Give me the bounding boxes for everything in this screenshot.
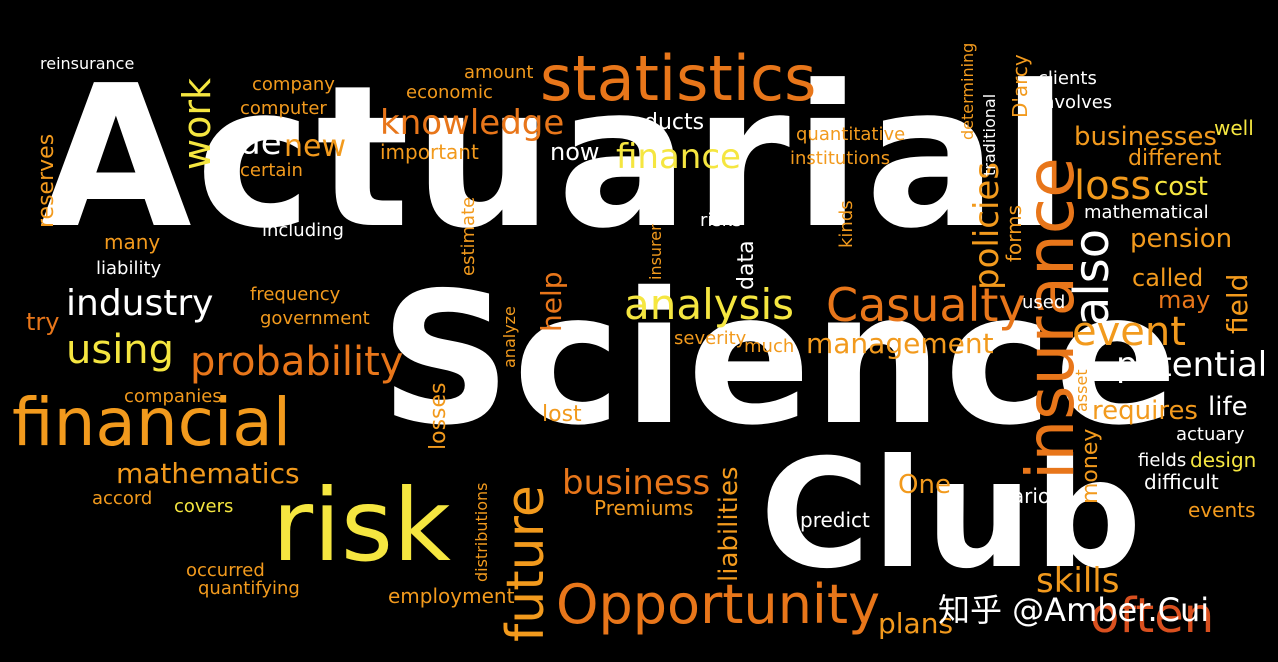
word-company: company: [252, 74, 335, 95]
word-reserves: reserves: [34, 133, 59, 228]
word-premiums: Premiums: [594, 496, 694, 520]
word-knowledge: knowledge: [380, 103, 565, 143]
word-products: products: [608, 110, 705, 135]
word-money: money: [1078, 428, 1103, 504]
watermark-text: 知乎 @Amber.Cui: [938, 591, 1210, 629]
title-actuarial: Actuarial: [40, 44, 1073, 272]
word-government: government: [260, 308, 370, 329]
word-darcy: D'arcy: [1008, 54, 1032, 118]
word-management: management: [806, 327, 994, 360]
word-employment: employment: [388, 584, 515, 608]
word-well: well: [1214, 116, 1254, 140]
word-policies: policies: [967, 161, 1007, 290]
word-computer: computer: [240, 98, 327, 119]
word-may: may: [1158, 286, 1211, 314]
word-reinsurance: reinsurance: [40, 54, 135, 73]
word-opportunity: Opportunity: [556, 573, 881, 636]
word-side: side: [212, 123, 282, 163]
word-cost: cost: [1154, 172, 1208, 202]
word-casualty: Casualty: [826, 278, 1026, 332]
word-now: now: [550, 138, 600, 166]
word-forms: forms: [1002, 204, 1026, 262]
word-kinds: kinds: [836, 200, 857, 248]
word-life: life: [1208, 392, 1248, 422]
word-data: data: [734, 240, 759, 290]
word-accord: accord: [92, 488, 153, 509]
word-amount: amount: [464, 62, 534, 83]
title-science: Science: [380, 253, 1180, 465]
word-occurred: occurred: [186, 560, 265, 581]
word-used: used: [1022, 292, 1066, 313]
word-future: future: [496, 485, 556, 642]
word-risk: risk: [272, 467, 451, 584]
word-events: events: [1188, 498, 1256, 522]
word-businesses: businesses: [1074, 122, 1217, 152]
word-requires: requires: [1092, 396, 1198, 426]
word-statistics: statistics: [540, 42, 817, 115]
word-mathematical: mathematical: [1084, 202, 1209, 223]
word-distributions: distributions: [472, 482, 491, 582]
word-loss: loss: [1074, 163, 1152, 209]
word-predict: predict: [800, 508, 870, 532]
word-work: work: [175, 78, 219, 170]
word-liability: liability: [96, 258, 162, 279]
word-asset: asset: [1072, 369, 1091, 412]
word-design: design: [1190, 448, 1257, 472]
word-business: business: [562, 463, 711, 503]
word-using: using: [66, 327, 175, 373]
word-industry: industry: [66, 283, 214, 324]
word-event: event: [1072, 309, 1186, 355]
word-frequency: frequency: [250, 284, 341, 305]
word-economic: economic: [406, 82, 493, 103]
word-various: various: [1000, 484, 1074, 508]
word-often: often: [1090, 588, 1215, 644]
word-covers: covers: [174, 496, 234, 517]
word-risks: risks: [700, 210, 742, 231]
word-liabilities: liabilities: [714, 466, 744, 582]
word-analysis: analysis: [624, 280, 795, 329]
word-institutions: institutions: [790, 148, 891, 169]
word-lost: lost: [542, 402, 582, 427]
word-traditional: traditional: [980, 93, 999, 176]
word-field: field: [1221, 273, 1254, 334]
word-probability: probability: [190, 339, 404, 385]
word-analyze: analyze: [500, 306, 519, 368]
word-quantifying: quantifying: [198, 578, 300, 599]
word-finance: finance: [616, 137, 741, 177]
word-estimate: estimate: [458, 196, 479, 276]
word-help: help: [535, 271, 568, 332]
word-new: new: [284, 129, 347, 164]
word-called: called: [1132, 264, 1204, 292]
word-different: different: [1128, 146, 1222, 171]
title-club: Club: [760, 428, 1144, 602]
word-pension: pension: [1130, 224, 1233, 254]
word-difficult: difficult: [1144, 470, 1219, 494]
word-clients: clients: [1038, 68, 1097, 89]
word-one: One: [898, 470, 951, 500]
word-mathematics: mathematics: [116, 457, 300, 490]
word-skills: skills: [1036, 561, 1120, 601]
word-financial: financial: [12, 384, 292, 461]
word-severity: severity: [674, 328, 747, 349]
word-many: many: [104, 230, 161, 254]
word-losses: losses: [426, 382, 451, 451]
word-companies: companies: [124, 386, 222, 407]
word-potential: potential: [1116, 345, 1268, 385]
word-certain: certain: [240, 160, 303, 181]
word-plans: plans: [878, 607, 954, 640]
word-try: try: [26, 308, 60, 336]
word-involves: involves: [1038, 92, 1113, 113]
word-determining: determining: [958, 42, 977, 140]
word-important: important: [380, 140, 479, 164]
word-including: including: [262, 220, 344, 241]
word-much: much: [744, 336, 795, 357]
word-fields: fields: [1138, 450, 1187, 471]
word-actuary: actuary: [1176, 424, 1245, 445]
word-insurer: insurer: [646, 224, 665, 280]
word-quantitative: quantitative: [796, 124, 906, 145]
